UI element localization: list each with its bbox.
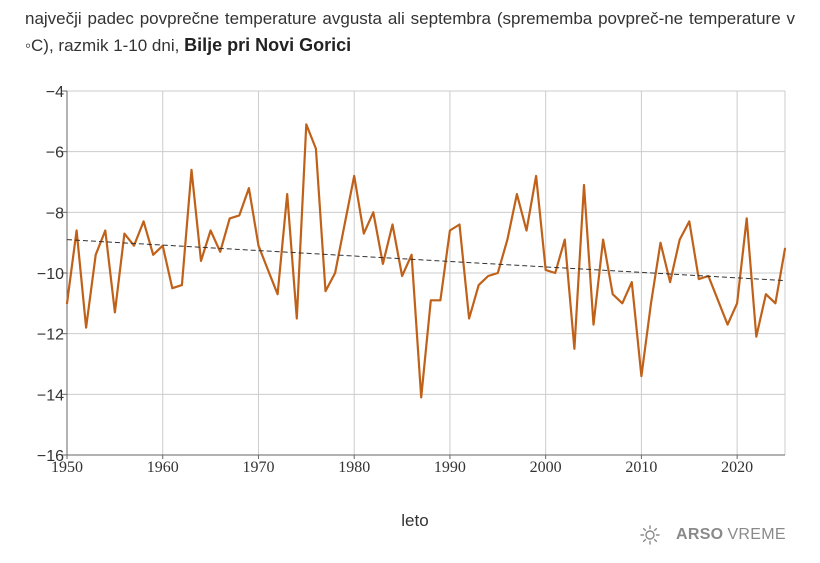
x-tick-label: 1980 xyxy=(338,459,370,476)
y-tick-label: −12 xyxy=(37,327,64,344)
y-tick-label: −16 xyxy=(37,448,64,465)
x-tick-label: 1970 xyxy=(242,459,274,476)
sun-icon xyxy=(640,525,660,545)
chart-title: največji padec povprečne temperature avg… xyxy=(25,6,795,59)
y-tick-label: −14 xyxy=(37,387,64,404)
axes xyxy=(61,90,785,459)
brand-name-bold: ARSO xyxy=(676,526,724,543)
x-tick-label: 1950 xyxy=(51,459,83,476)
x-tick-label: 2010 xyxy=(625,459,657,476)
series xyxy=(65,123,787,399)
brand-name-light: VREME xyxy=(727,526,786,543)
chart-title-text: največji padec povprečne temperature avg… xyxy=(25,9,795,55)
y-tick-label: −4 xyxy=(46,84,64,101)
chart-title-location: Bilje pri Novi Gorici xyxy=(184,35,352,55)
x-tick-label: 1990 xyxy=(434,459,466,476)
x-tick-label: 2000 xyxy=(530,459,562,476)
y-tick-label: −6 xyxy=(46,145,64,162)
x-axis-label: leto xyxy=(401,511,429,530)
grid xyxy=(66,90,786,456)
series-line-temperature-drop xyxy=(65,123,787,399)
y-tick-label: −10 xyxy=(37,266,64,283)
x-tick-label: 1960 xyxy=(147,459,179,476)
y-tick-label: −8 xyxy=(46,205,64,222)
x-tick-label: 2020 xyxy=(721,459,753,476)
brand-logo: ARSO VREME xyxy=(640,524,786,546)
